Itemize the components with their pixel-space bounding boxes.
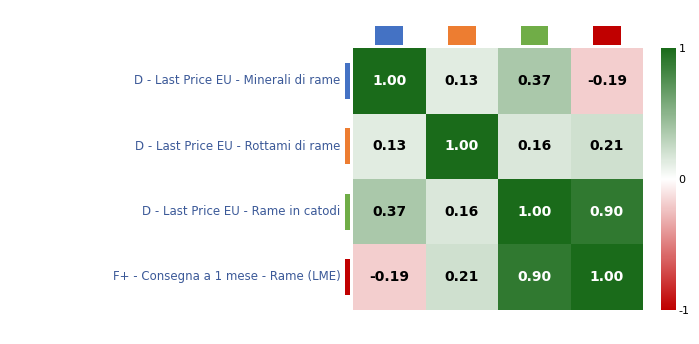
Bar: [353, 48, 426, 114]
Bar: [426, 244, 498, 310]
Bar: [426, 48, 498, 114]
Bar: [570, 244, 643, 310]
Text: D - Last Price EU - Minerali di rame: D - Last Price EU - Minerali di rame: [134, 74, 340, 87]
Bar: [498, 114, 570, 179]
Text: 1.00: 1.00: [517, 205, 552, 218]
Text: 0.21: 0.21: [445, 270, 479, 284]
Text: 0.90: 0.90: [590, 205, 624, 218]
Text: D - Last Price EU - Rottami di rame: D - Last Price EU - Rottami di rame: [135, 140, 340, 153]
Text: -0.19: -0.19: [587, 74, 627, 88]
Text: 1.00: 1.00: [445, 139, 479, 153]
Text: 0.16: 0.16: [517, 139, 552, 153]
Text: -0.19: -0.19: [369, 270, 409, 284]
Bar: [570, 114, 643, 179]
Text: F+ - Consegna a 1 mese - Rame (LME): F+ - Consegna a 1 mese - Rame (LME): [113, 270, 340, 283]
Bar: [498, 244, 570, 310]
Bar: [353, 244, 426, 310]
Text: 0.37: 0.37: [517, 74, 552, 88]
Text: 0.90: 0.90: [517, 270, 552, 284]
Bar: [570, 48, 643, 114]
Bar: [426, 114, 498, 179]
Text: 0.16: 0.16: [445, 205, 479, 218]
Text: 1.00: 1.00: [590, 270, 624, 284]
Bar: [498, 48, 570, 114]
Bar: [353, 114, 426, 179]
Bar: [426, 179, 498, 244]
Bar: [353, 179, 426, 244]
Text: 0.13: 0.13: [445, 74, 479, 88]
Text: 0.21: 0.21: [590, 139, 624, 153]
Text: D - Last Price EU - Rame in catodi: D - Last Price EU - Rame in catodi: [142, 205, 340, 218]
Text: 0.37: 0.37: [372, 205, 406, 218]
Bar: [498, 179, 570, 244]
Text: 1.00: 1.00: [372, 74, 406, 88]
Bar: [570, 179, 643, 244]
Text: 0.13: 0.13: [372, 139, 406, 153]
